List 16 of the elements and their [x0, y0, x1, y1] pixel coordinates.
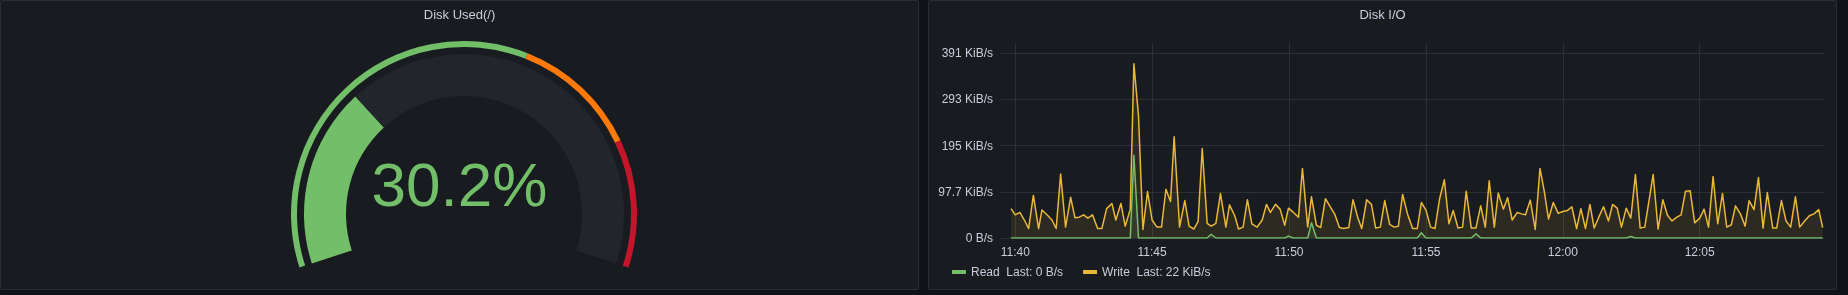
y-tick-label: 0 B/s	[965, 231, 993, 245]
x-tick-label: 12:00	[1547, 245, 1579, 259]
legend-label: Write Last: 22 KiB/s	[1102, 265, 1211, 279]
chart-title: Disk I/O	[1359, 7, 1406, 22]
x-tick-label: 11:50	[1274, 245, 1304, 259]
x-tick-label: 12:05	[1684, 245, 1715, 259]
x-tick-label: 11:40	[1000, 245, 1031, 259]
y-tick-label: 97.7 KiB/s	[938, 184, 993, 199]
x-tick-label: 11:45	[1137, 245, 1168, 259]
y-tick-label: 293 KiB/s	[941, 92, 993, 107]
x-tick-label: 11:55	[1411, 245, 1441, 259]
y-tick-label: 391 KiB/s	[941, 45, 993, 60]
legend-label: Read Last: 0 B/s	[971, 265, 1064, 279]
text: 30.2%	[371, 149, 548, 219]
y-tick-label: 195 KiB/s	[941, 138, 993, 153]
chart-title: Disk Used(/)	[423, 7, 496, 22]
